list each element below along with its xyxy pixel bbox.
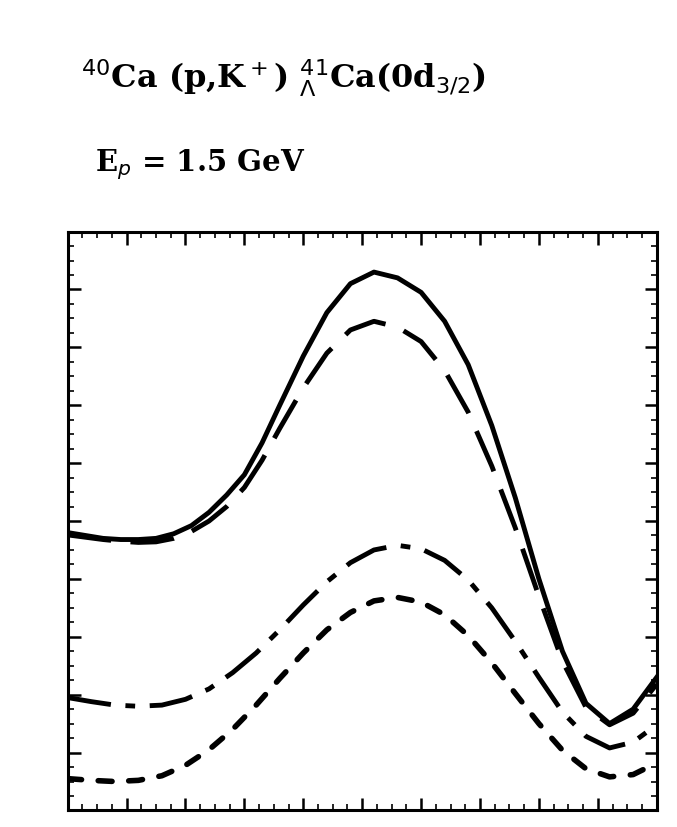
Text: E$_p$ = 1.5 GeV: E$_p$ = 1.5 GeV xyxy=(95,147,305,182)
Text: $^{40}$Ca (p,K$^+$) $^{41}_{\Lambda}$Ca(0d$_{3/2}$): $^{40}$Ca (p,K$^+$) $^{41}_{\Lambda}$Ca(… xyxy=(81,58,486,99)
